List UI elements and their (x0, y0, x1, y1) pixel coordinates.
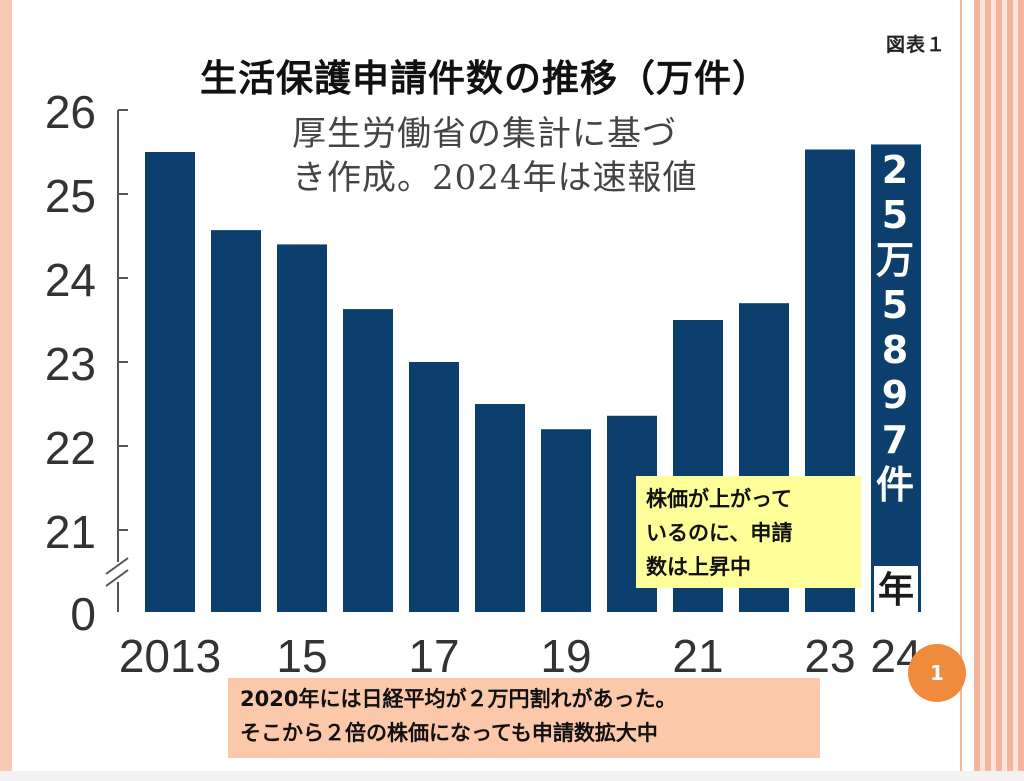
axis-break-mark-2 (105, 569, 129, 587)
highlight-glyph-4: 5 (881, 283, 909, 327)
highlight-glyph-8: 件 (875, 463, 914, 507)
note-yellow-line-1: 株価が上がって (646, 487, 792, 511)
y-tick-label: 22 (45, 422, 96, 474)
x-tick-label: 17 (408, 630, 459, 682)
highlight-glyph-5: 8 (881, 328, 909, 372)
note-yellow: 株価が上がって いるのに、申請 数は上昇中 (636, 476, 861, 588)
slide-left-border (0, 0, 12, 781)
highlight-glyph-6: 9 (881, 373, 909, 417)
y-tick-label: 26 (45, 86, 96, 138)
y-tick-label: 25 (45, 170, 96, 222)
page-number-badge[interactable]: 1 (908, 644, 966, 702)
y-tick-label: 24 (45, 254, 96, 306)
highlight-value-label: 2 5 万 5 8 9 7 件 (870, 148, 920, 508)
highlight-glyph-2: 5 (881, 193, 909, 237)
chart-subtitle-line-1: 厚生労働省の集計に基づ (292, 114, 677, 154)
x-tick-label: 15 (276, 630, 327, 682)
chart-axes (105, 109, 129, 612)
bar-2013 (145, 152, 195, 612)
chart-bars (145, 144, 921, 613)
slide-right-line (960, 0, 962, 781)
note-orange-line-1: 2020年には日経平均が２万円割れがあった。 (240, 687, 677, 711)
note-orange: 2020年には日経平均が２万円割れがあった。 そこから２倍の株価になっても申請数… (228, 678, 820, 758)
figure-label: 図表１ (886, 34, 947, 56)
x-tick-label: 19 (540, 630, 591, 682)
bar-2015 (277, 244, 327, 612)
chart-title: 生活保護申請件数の推移（万件） (200, 57, 770, 100)
bar-2019 (541, 429, 591, 612)
y-tick-label: 21 (45, 506, 96, 558)
chart-subtitle: 厚生労働省の集計に基づ き作成。2024年は速報値 (292, 112, 698, 200)
y-tick-label: 23 (45, 338, 96, 390)
bar-2014 (211, 230, 261, 612)
bar-2018 (475, 404, 525, 612)
x-tick-label: 21 (672, 630, 723, 682)
x-tick-label: 2013 (119, 630, 221, 682)
chart-subtitle-line-2: き作成。2024年は速報値 (292, 158, 698, 198)
bar-2017 (409, 362, 459, 612)
axis-break-mark-1 (105, 557, 129, 575)
x-tick-label: 23 (804, 630, 855, 682)
y-tick-label: 0 (70, 588, 96, 640)
note-yellow-line-2: いるのに、申請 (646, 521, 793, 545)
highlight-glyph-1: 2 (881, 148, 909, 192)
highlight-year-suffix: 年 (874, 566, 918, 616)
highlight-glyph-3: 万 (875, 238, 914, 282)
bar-2016 (343, 309, 393, 612)
note-orange-line-2: そこから２倍の株価になっても申請数拡大中 (240, 721, 658, 745)
highlight-glyph-7: 7 (881, 418, 909, 462)
bar-2024 (871, 144, 921, 612)
bottom-bar (0, 771, 1024, 781)
note-yellow-line-3: 数は上昇中 (646, 555, 751, 579)
slide-right-stripes (974, 0, 1024, 781)
